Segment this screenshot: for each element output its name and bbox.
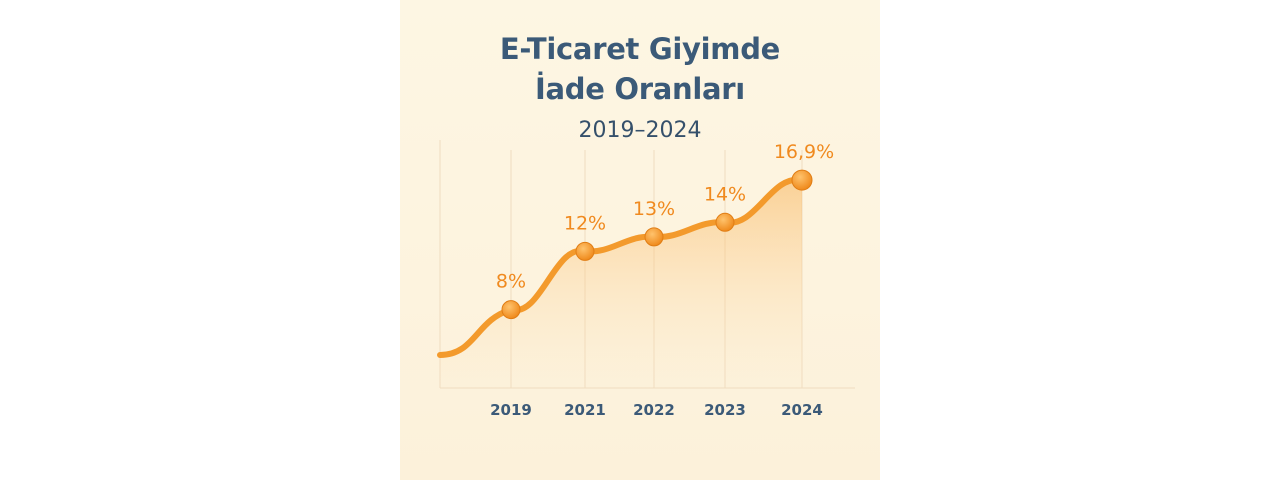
x-tick-label-2019: 2019: [490, 401, 532, 419]
chart-title-line-2: İade Oranları: [535, 72, 745, 106]
area-fill: [440, 179, 802, 388]
data-label-2024: 16,9%: [774, 141, 834, 163]
chart-subtitle: 2019–2024: [578, 118, 702, 143]
data-label-2022: 13%: [633, 198, 675, 220]
chart-card: E-Ticaret Giyimde İade Oranları 2019–202…: [400, 0, 880, 480]
data-point-2019: [501, 300, 521, 320]
x-tick-label-2022: 2022: [633, 401, 675, 419]
x-tick-label-2024: 2024: [781, 401, 823, 419]
data-label-2023: 14%: [704, 183, 746, 205]
data-label-2019: 8%: [496, 271, 526, 293]
x-tick-label-2023: 2023: [704, 401, 746, 419]
line-chart: 8% 12% 13% 14% 16,9% 2019 2021 2022 2023 2024: [437, 140, 855, 419]
data-point-2021: [575, 241, 595, 261]
x-tick-label-2021: 2021: [564, 401, 606, 419]
data-point-2022: [644, 227, 664, 247]
series-line: [437, 176, 805, 358]
chart-title-line-1: E-Ticaret Giyimde: [499, 32, 781, 66]
data-label-2021: 12%: [564, 212, 606, 234]
data-point-2024: [791, 169, 813, 191]
data-point-2023: [715, 212, 735, 232]
